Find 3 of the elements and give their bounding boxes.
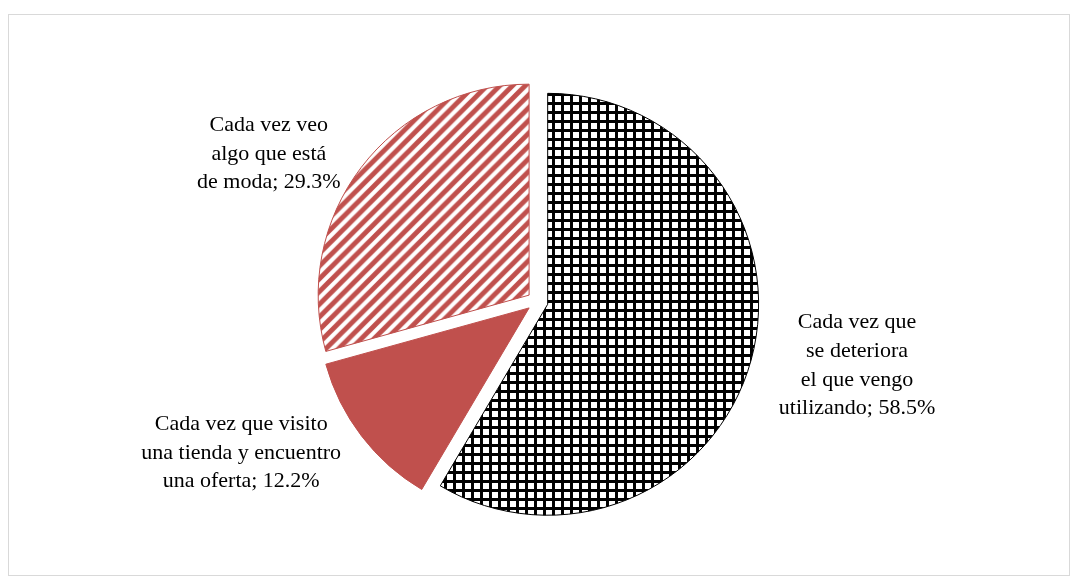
- slice-label: Cada vez que visito una tienda y encuentro una oferta; 12.2%: [141, 410, 342, 493]
- slice-label: Cada vez veo algo que está de moda; 29.3%: [197, 111, 341, 194]
- slice-label: Cada vez que se deteriora el que vengo utilizando; 58.5%: [778, 308, 936, 420]
